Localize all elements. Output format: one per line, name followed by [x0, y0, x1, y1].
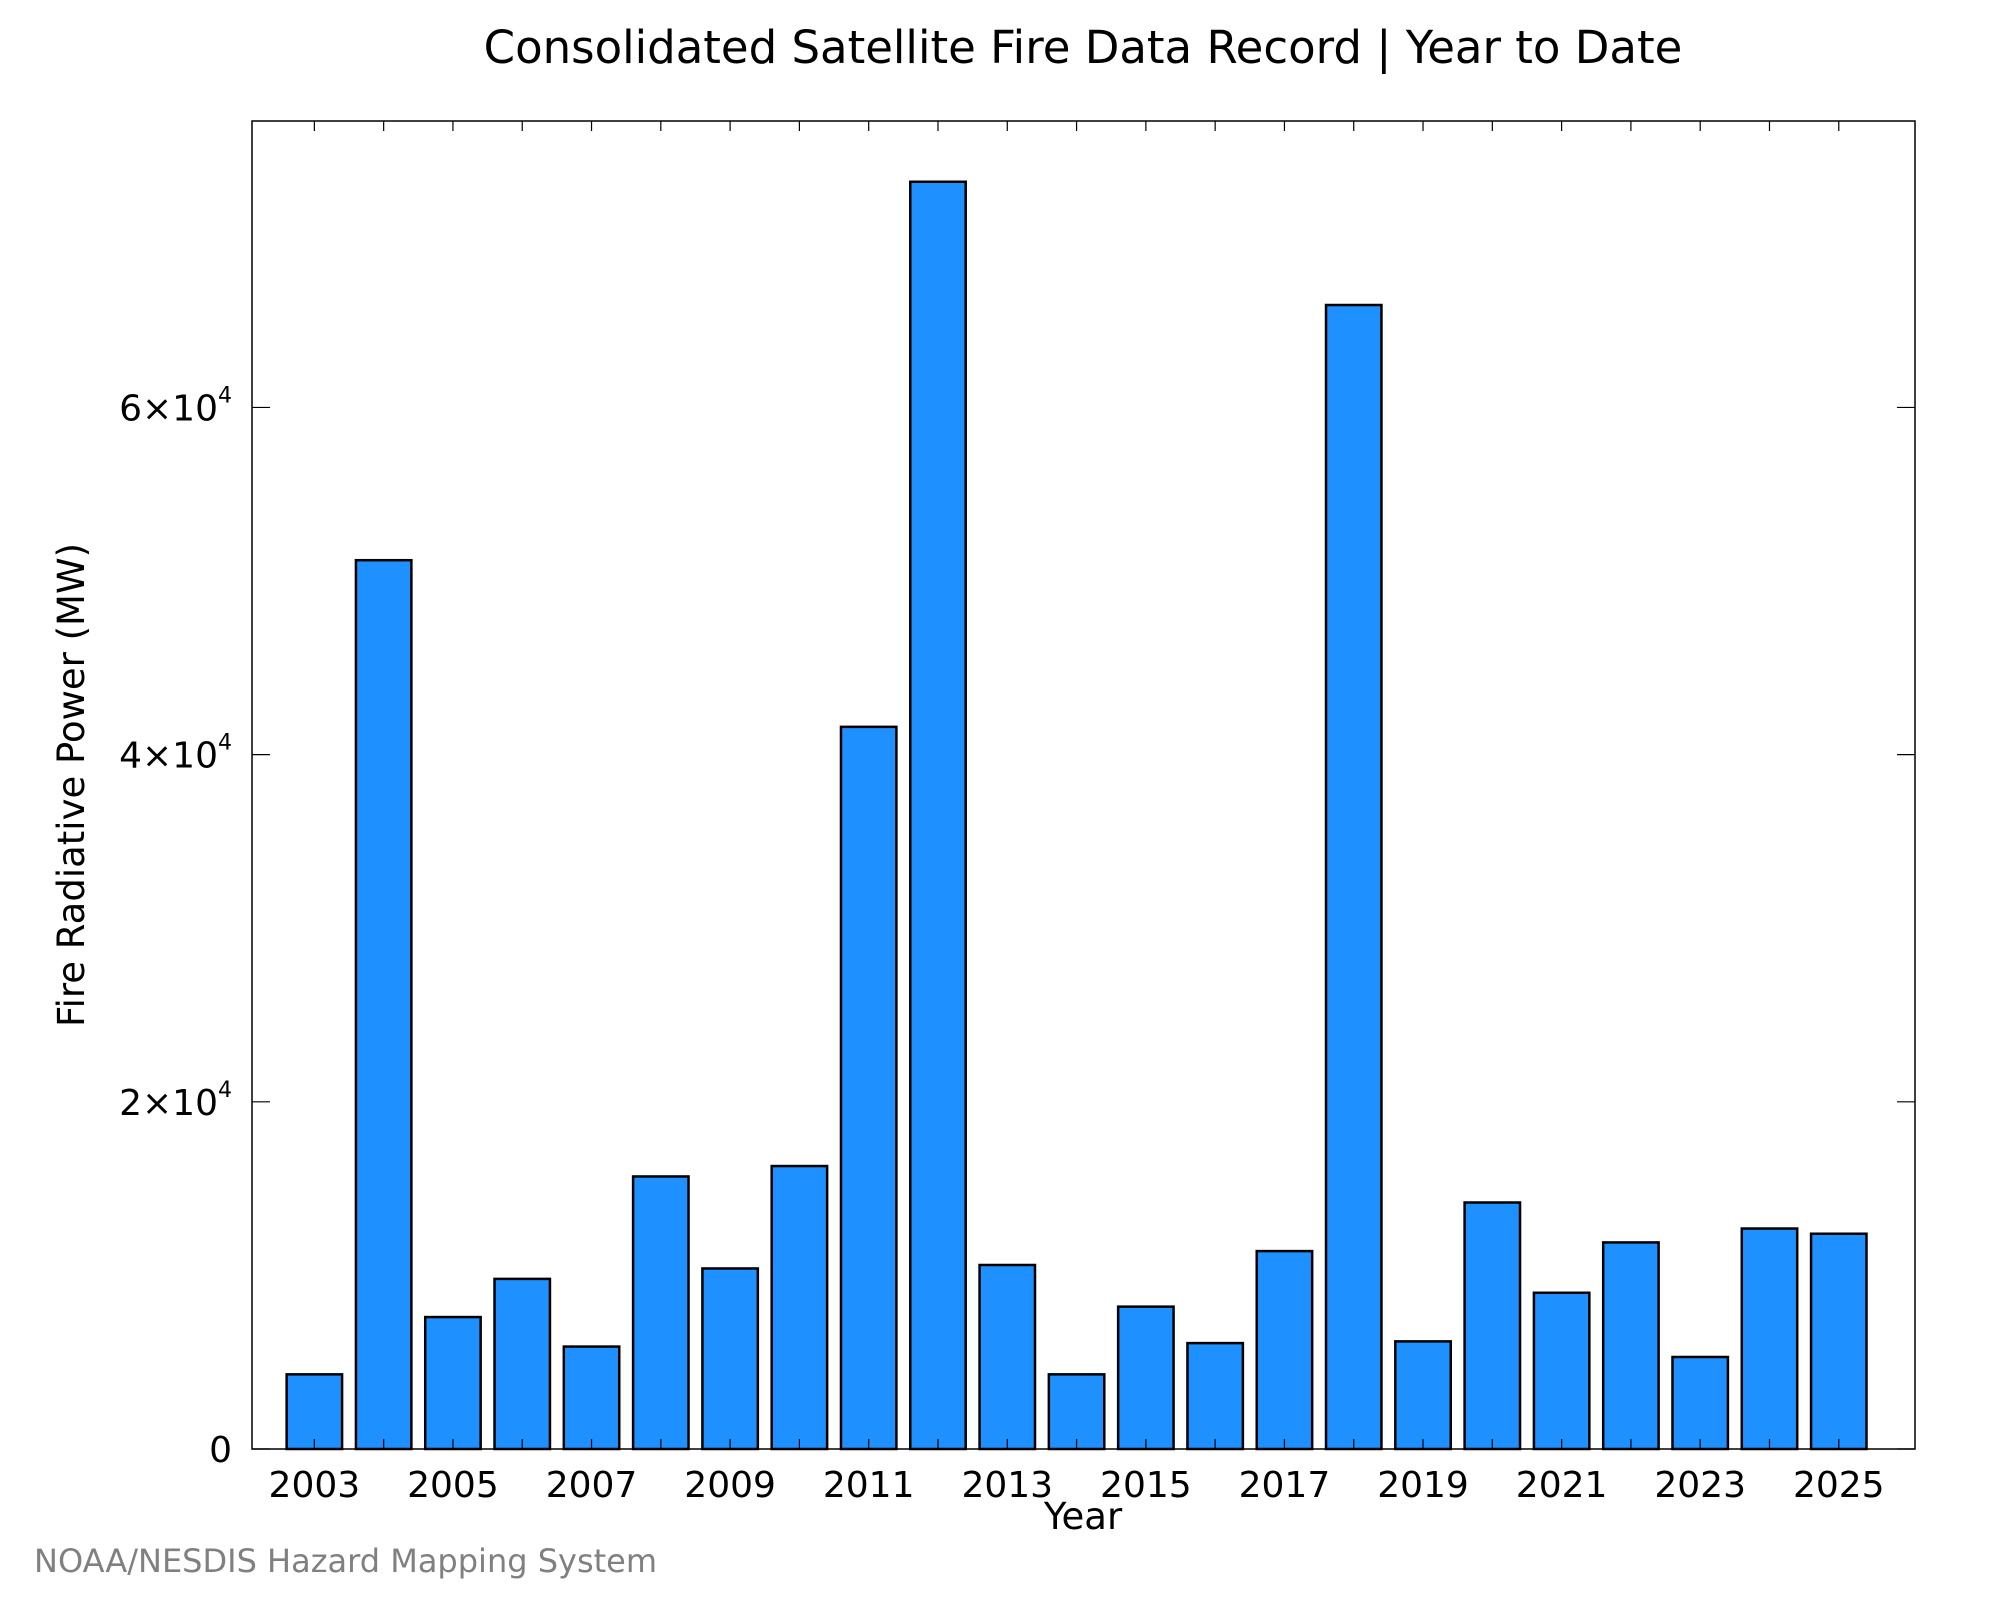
plot-area	[251, 120, 1916, 1450]
bar-2006	[493, 1277, 552, 1451]
x-tick-label-2005: 2005	[407, 1465, 499, 1506]
bar-2007	[562, 1345, 621, 1451]
source-credit: NOAA/NESDIS Hazard Mapping System	[34, 1542, 657, 1580]
x-tick-label-2007: 2007	[546, 1465, 638, 1506]
bar-2014	[1047, 1373, 1106, 1451]
x-tick-label-2021: 2021	[1516, 1465, 1608, 1506]
x-tick-label-2009: 2009	[684, 1465, 776, 1506]
bar-2022	[1601, 1241, 1660, 1451]
x-tick-label-2013: 2013	[961, 1465, 1053, 1506]
y-tick-label-40000: 4×104	[119, 731, 232, 777]
y-axis-ticks: 0 2×104 4×104 6×104	[119, 383, 1915, 1471]
y-tick-label-0: 0	[209, 1430, 232, 1471]
x-tick-label-2017: 2017	[1239, 1465, 1331, 1506]
bar-2005	[423, 1315, 482, 1451]
bar-2016	[1186, 1341, 1245, 1451]
chart-title: Consolidated Satellite Fire Data Record …	[484, 21, 1683, 74]
bars-group	[285, 180, 1868, 1451]
bar-2011	[839, 725, 898, 1451]
bar-2025	[1809, 1232, 1868, 1451]
bar-2012	[909, 180, 967, 1451]
x-tick-label-2025: 2025	[1793, 1465, 1885, 1506]
x-tick-label-2011: 2011	[823, 1465, 915, 1506]
bar-2019	[1394, 1340, 1452, 1451]
y-tick-label-60000: 6×104	[119, 383, 232, 429]
x-tick-label-2003: 2003	[269, 1465, 361, 1506]
bar-2015	[1116, 1305, 1175, 1451]
y-axis-label: Fire Radiative Power (MW)	[50, 543, 93, 1027]
x-tick-label-2023: 2023	[1654, 1465, 1746, 1506]
x-axis-label: Year	[1043, 1495, 1123, 1538]
bar-2008	[631, 1175, 690, 1451]
bar-2003	[285, 1373, 344, 1451]
y-tick-label-20000: 2×104	[119, 1078, 232, 1124]
x-tick-label-2015: 2015	[1100, 1465, 1192, 1506]
bar-2010	[770, 1164, 829, 1451]
x-axis-ticks: 2003 2005 2007 2009 2011 2013 2015 2017 2019 2021…	[269, 121, 1885, 1506]
bar-2021	[1532, 1291, 1591, 1451]
bar-2018	[1324, 303, 1383, 1451]
bar-2020	[1463, 1201, 1522, 1451]
bar-2004	[354, 558, 413, 1451]
bar-2023	[1671, 1355, 1730, 1451]
bar-2017	[1255, 1249, 1314, 1451]
x-tick-label-2019: 2019	[1377, 1465, 1469, 1506]
bar-2009	[701, 1267, 760, 1451]
bar-2013	[978, 1263, 1037, 1451]
bar-2024	[1740, 1227, 1799, 1451]
